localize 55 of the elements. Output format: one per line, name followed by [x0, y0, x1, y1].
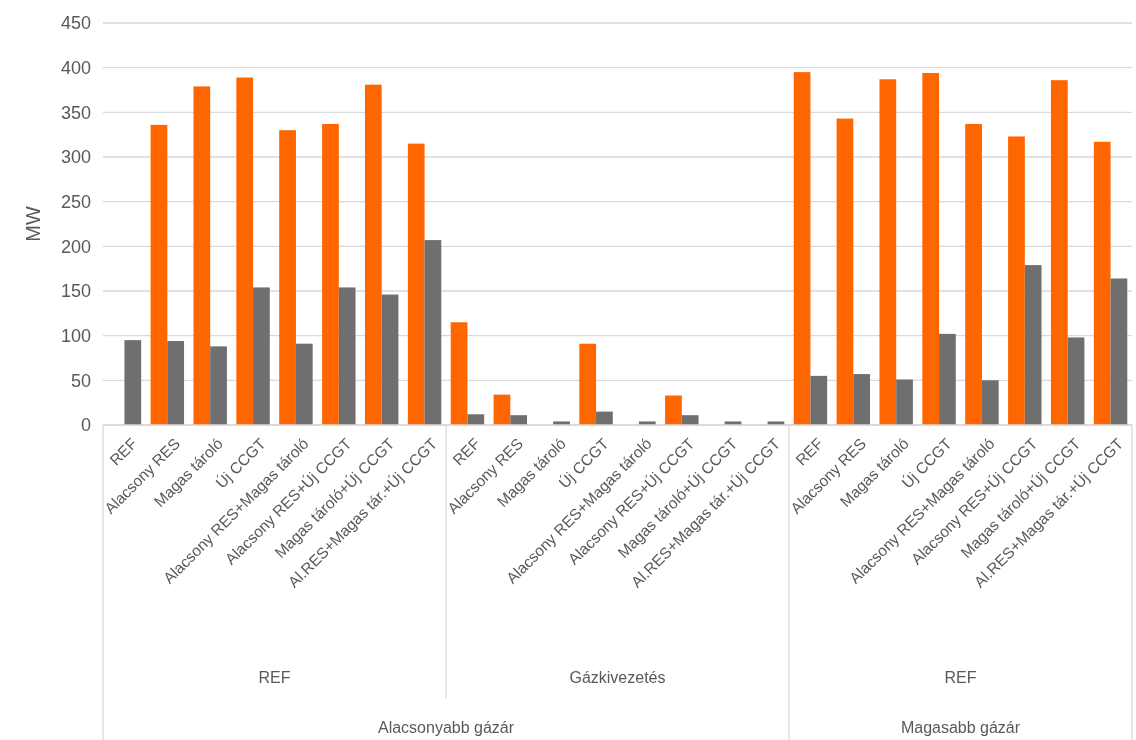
- bar: [322, 123, 339, 425]
- text: REF: [258, 669, 291, 686]
- bar: [665, 395, 682, 425]
- bar: [253, 287, 270, 425]
- y-tick-label: 350: [60, 102, 91, 123]
- bar: [939, 333, 956, 425]
- y-tick-label: 0: [80, 415, 91, 436]
- bar: [793, 72, 811, 425]
- bar: [150, 124, 168, 425]
- bar: [236, 77, 254, 425]
- bar: [1008, 136, 1025, 425]
- bar: [681, 415, 699, 425]
- text: REF: [944, 669, 977, 686]
- y-axis-title: MW: [22, 206, 44, 242]
- bar: [1110, 278, 1128, 425]
- bar: [879, 79, 897, 425]
- bar: [1024, 265, 1042, 425]
- bar: [1067, 337, 1085, 425]
- bar: [836, 118, 854, 425]
- y-tick-label: 400: [60, 57, 91, 78]
- y-tick-label: 150: [60, 281, 91, 302]
- y-tick-label: 50: [70, 370, 91, 391]
- bar: [467, 414, 485, 425]
- text: Alacsonyabb gázár: [377, 719, 515, 736]
- bar: [193, 86, 211, 425]
- bar: [922, 73, 940, 425]
- bar: [210, 346, 227, 425]
- bar: [965, 123, 982, 425]
- bar: [381, 294, 399, 425]
- bar: [124, 340, 142, 425]
- bar: [167, 341, 185, 425]
- y-tick-label: 250: [60, 191, 91, 212]
- bar: [338, 287, 356, 425]
- bar: [1050, 80, 1068, 425]
- bar: [853, 374, 871, 425]
- y-tick-label: 200: [60, 236, 91, 257]
- y-tick-label: 300: [60, 147, 91, 168]
- bar: [295, 343, 313, 425]
- bar: [364, 84, 382, 425]
- bar: [510, 415, 528, 425]
- bar: [896, 379, 913, 425]
- bar: [493, 394, 511, 425]
- bar: [424, 240, 442, 425]
- text: Magasabb gázár: [900, 719, 1021, 736]
- bar: [579, 343, 597, 425]
- bar: [810, 375, 828, 425]
- y-tick-label: 100: [60, 325, 91, 346]
- bar: [279, 130, 296, 425]
- bar: [1093, 141, 1111, 425]
- y-tick-label: 450: [60, 13, 91, 34]
- bar: [596, 411, 613, 425]
- bar: [450, 322, 468, 425]
- bar: [407, 143, 425, 425]
- text: Gázkivezetés: [569, 669, 666, 686]
- bar: [981, 380, 999, 425]
